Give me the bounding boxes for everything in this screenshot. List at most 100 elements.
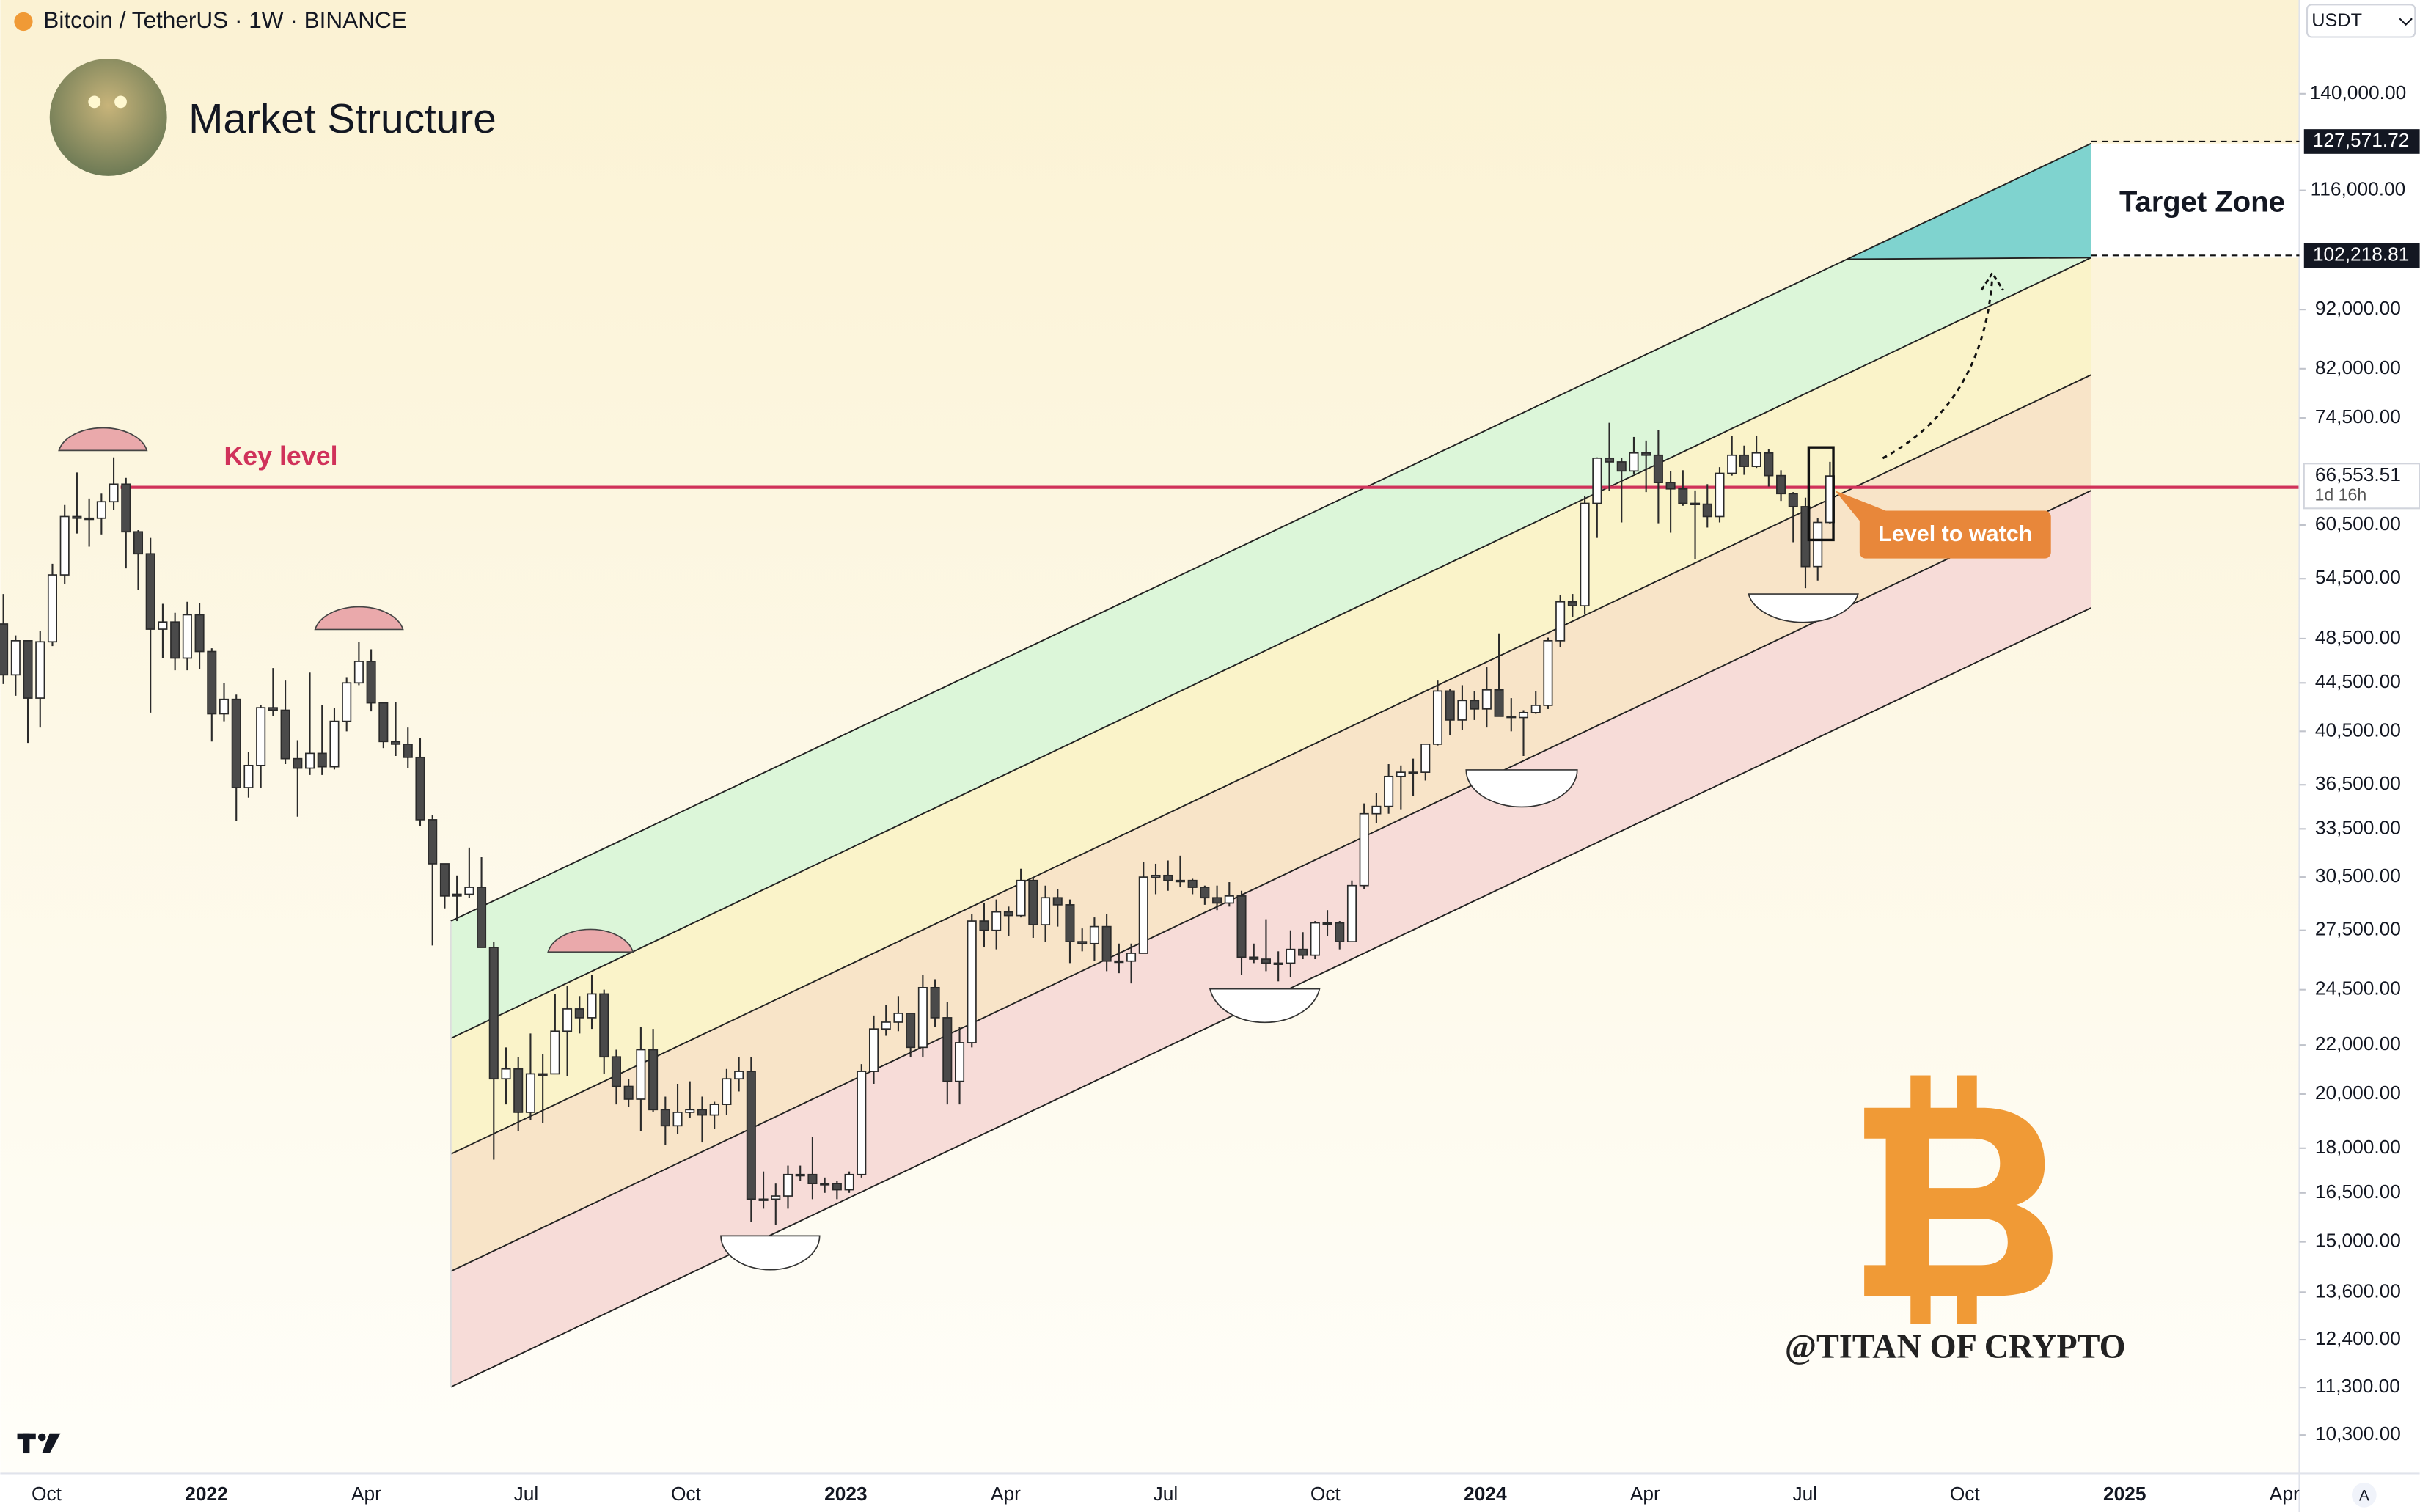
candle-body	[477, 887, 487, 948]
candle-body	[1580, 502, 1590, 607]
candle-body	[1286, 948, 1296, 964]
y-tick-label: 24,500.00	[2315, 977, 2401, 999]
candle-body	[378, 702, 389, 743]
candle-body	[672, 1112, 683, 1127]
x-tick-label: 2025	[2103, 1483, 2146, 1505]
candle-body	[133, 531, 144, 555]
candle-body	[917, 986, 928, 1049]
bottom-marker	[1209, 988, 1321, 1024]
candle-body	[464, 887, 474, 895]
x-tick-label: Apr	[351, 1483, 381, 1505]
candle-body	[1249, 956, 1259, 960]
candle-body	[219, 698, 230, 715]
candle-body	[1481, 689, 1492, 710]
candle-body	[1530, 705, 1541, 713]
candle-body	[1567, 601, 1577, 607]
candle-body	[881, 1021, 891, 1030]
currency-button[interactable]	[2306, 4, 2416, 38]
candle-body	[1003, 911, 1013, 917]
auto-scale-button[interactable]	[2352, 1483, 2377, 1508]
candle-body	[1396, 771, 1406, 777]
candle-body	[771, 1195, 781, 1200]
candle-body	[1335, 922, 1345, 943]
highlight-box	[1807, 446, 1835, 542]
countdown: 1d 16h	[2315, 485, 2367, 504]
x-tick-label: Oct	[671, 1483, 702, 1505]
candle-body	[329, 720, 340, 768]
last-price-label: 66,553.51	[2315, 463, 2401, 485]
candle-body	[182, 614, 192, 659]
candle-body	[979, 920, 989, 931]
time-axis	[0, 1473, 2300, 1512]
symbol-icon	[14, 12, 33, 32]
price-box	[2303, 243, 2420, 268]
candle-body	[501, 1068, 511, 1080]
candle-body	[1605, 457, 1615, 463]
arrow-head	[1980, 271, 2004, 291]
y-tick-label: 140,000.00	[2310, 81, 2407, 103]
tv-logo-part	[42, 1433, 61, 1454]
tv-logo-part	[23, 1433, 30, 1454]
price-box	[2303, 129, 2420, 154]
projection-arrow	[1882, 277, 1994, 460]
candle-body	[955, 1042, 965, 1082]
candle-body	[194, 614, 205, 653]
candle-body	[170, 621, 180, 659]
candle-body	[366, 661, 376, 704]
candle-body	[893, 1013, 903, 1023]
candle-body	[636, 1049, 646, 1100]
candle-body	[538, 1073, 548, 1076]
candle-body	[1494, 689, 1504, 717]
candle-body	[452, 893, 462, 897]
candle-body	[1298, 948, 1308, 956]
candle-body	[709, 1104, 719, 1116]
candle-body	[428, 819, 438, 865]
candle-body	[1702, 503, 1712, 518]
y-tick-label: 40,500.00	[2315, 719, 2401, 741]
y-tick-label: 18,000.00	[2315, 1136, 2401, 1158]
candle-body	[942, 1017, 953, 1082]
candle-body	[587, 993, 597, 1019]
candle-body	[1163, 874, 1173, 881]
candle-body	[1041, 897, 1051, 925]
candle-body	[758, 1198, 769, 1201]
candle-body	[280, 709, 290, 760]
candle-body	[782, 1173, 793, 1197]
currency[interactable]: USDT	[2311, 10, 2362, 31]
x-tick-label: Oct	[1950, 1483, 1981, 1505]
candle-body	[1322, 922, 1332, 925]
bottom-markers	[720, 593, 1859, 1271]
tv-logo	[17, 1433, 61, 1454]
candle-body	[10, 640, 21, 676]
candle-body	[1641, 452, 1651, 456]
bottom-marker	[720, 1235, 821, 1271]
candle-body	[96, 501, 106, 519]
candle-body	[488, 947, 499, 1080]
candle-body	[1261, 958, 1271, 964]
candle-body	[305, 752, 315, 769]
y-tick-label: 16,500.00	[2315, 1181, 2401, 1203]
y-tick-label: 10,300.00	[2315, 1423, 2401, 1445]
candle-body	[857, 1071, 867, 1175]
auto-scale[interactable]: A	[2359, 1488, 2369, 1505]
candle-body	[1114, 960, 1124, 964]
candle-body	[293, 757, 303, 769]
candle-body	[550, 1030, 560, 1075]
currency-chevron[interactable]	[2399, 18, 2413, 26]
candle-body	[1089, 925, 1099, 944]
symbol: Bitcoin / TetherUS · 1W · BINANCE	[43, 7, 407, 33]
candle-body	[158, 621, 168, 630]
candle-body	[967, 920, 977, 1043]
candle-body	[1543, 640, 1553, 706]
channel-line	[450, 374, 2091, 1155]
candle-body	[832, 1183, 842, 1191]
candle-body	[84, 517, 95, 521]
y-tick-label: 48,500.00	[2315, 626, 2401, 648]
avatar-eye	[88, 95, 101, 109]
x-tick-label: 2023	[824, 1483, 868, 1505]
candle-body	[660, 1109, 670, 1127]
y-tick-label: 44,500.00	[2315, 670, 2401, 692]
target-zone-label: Target Zone	[2119, 186, 2285, 218]
channel-line	[450, 257, 2091, 1039]
candle-body	[820, 1183, 830, 1186]
